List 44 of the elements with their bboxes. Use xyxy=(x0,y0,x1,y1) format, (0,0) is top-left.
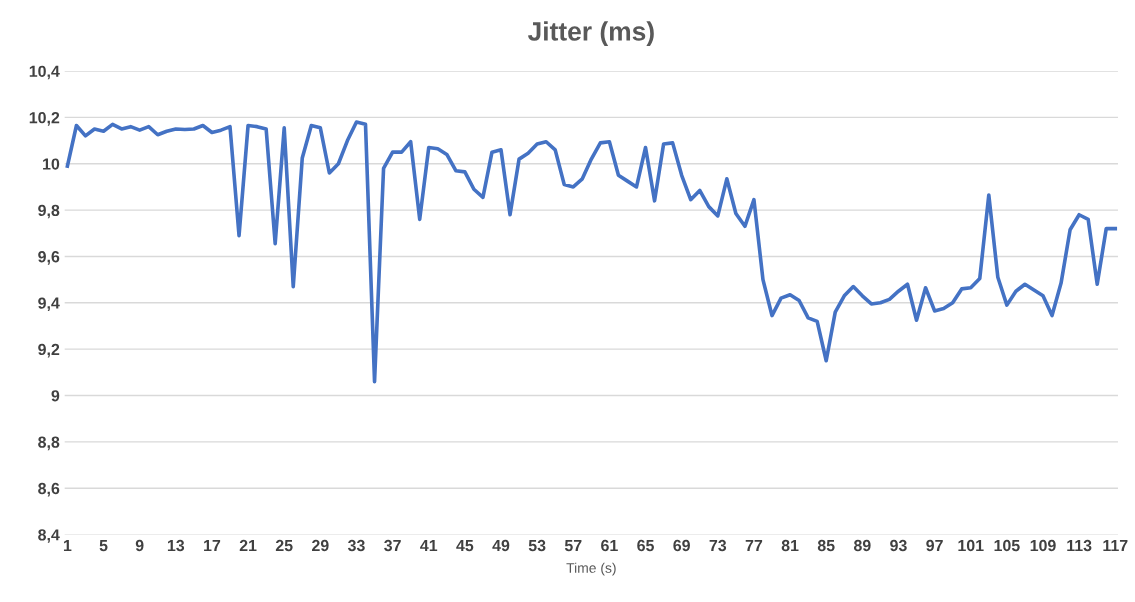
y-tick-label: 10,2 xyxy=(29,112,60,126)
x-tick-label: 37 xyxy=(384,539,401,552)
y-tick-label: 8,4 xyxy=(38,529,60,543)
x-tick-label: 85 xyxy=(817,539,835,552)
x-tick-label: 49 xyxy=(492,539,510,552)
x-tick-label: 117 xyxy=(1103,540,1128,552)
x-tick-label: 105 xyxy=(994,539,1020,552)
x-tick-label: 61 xyxy=(601,539,618,552)
x-tick-label: 1 xyxy=(63,540,72,552)
y-tick-label: 9 xyxy=(51,390,60,402)
x-tick-label: 53 xyxy=(528,539,546,552)
x-tick-label: 77 xyxy=(745,540,763,552)
y-tick-label: 9,4 xyxy=(38,297,60,312)
line-series xyxy=(65,120,1118,384)
x-tick-label: 41 xyxy=(420,540,438,552)
x-tick-label: 109 xyxy=(1030,539,1056,552)
x-tick-label: 33 xyxy=(347,539,365,552)
x-tick-label: 101 xyxy=(958,539,984,552)
x-tick-label: 17 xyxy=(204,540,221,552)
x-tick-label: 97 xyxy=(926,539,943,552)
x-tick-label: 89 xyxy=(853,539,871,552)
x-tick-label: 69 xyxy=(673,539,690,552)
x-tick-label: 45 xyxy=(456,540,474,552)
x-tick-label: 113 xyxy=(1067,539,1092,552)
y-tick-label: 10 xyxy=(43,158,60,170)
y-tick-label: 8,6 xyxy=(38,482,60,497)
y-tick-label: 8,8 xyxy=(38,436,60,451)
y-tick-label: 9,6 xyxy=(38,251,60,265)
x-tick-label: 65 xyxy=(637,539,654,552)
y-tick-label: 9,2 xyxy=(38,343,60,358)
y-tick-label: 10,4 xyxy=(29,65,60,80)
x-tick-label: 81 xyxy=(781,539,799,552)
x-tick-label: 25 xyxy=(275,539,293,552)
x-tick-label: 93 xyxy=(890,539,907,552)
x-tick-label: 57 xyxy=(564,540,582,552)
x-tick-label: 13 xyxy=(167,539,185,552)
x-tick-label: 29 xyxy=(312,539,329,552)
y-tick-label: 9,8 xyxy=(38,204,60,219)
x-tick-label: 73 xyxy=(709,539,727,552)
chart-title: Jitter (ms) xyxy=(527,21,654,46)
x-tick-label: 21 xyxy=(239,539,257,552)
x-axis-title: Time (s) xyxy=(566,562,616,576)
x-tick-label: 5 xyxy=(99,540,108,552)
x-tick-label: 9 xyxy=(135,539,144,552)
